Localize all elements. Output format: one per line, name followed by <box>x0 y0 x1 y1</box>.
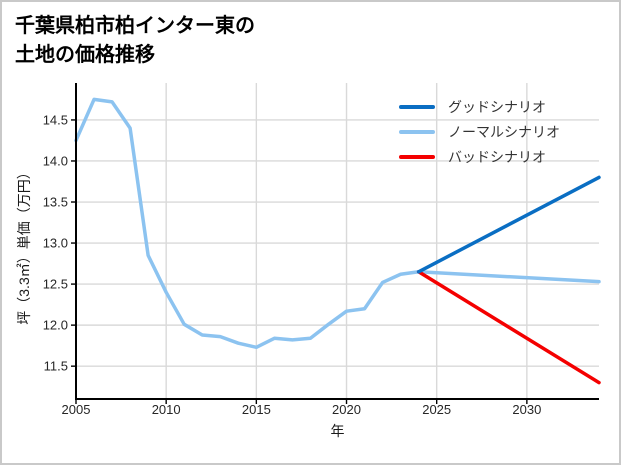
legend-item-bad-scenario: バッドシナリオ <box>399 144 560 169</box>
chart-title-line1: 千葉県柏市柏インター東の <box>15 15 255 37</box>
chart-title: 千葉県柏市柏インター東の 土地の価格推移 <box>15 12 255 70</box>
good-scenario-line <box>416 175 601 274</box>
x-tick-label: 2010 <box>152 402 181 417</box>
y-tick-label: 14.0 <box>43 153 68 168</box>
y-axis-label: 坪（3.3㎡）単価（万円） <box>16 165 32 325</box>
x-tick-label: 2015 <box>242 402 271 417</box>
bad-scenario-line-swatch <box>399 154 435 159</box>
x-tick-label: 2020 <box>332 402 361 417</box>
x-tick-label: 2030 <box>512 402 541 417</box>
legend-item-good-scenario: グッドシナリオ <box>399 94 560 119</box>
normal-scenario-line-swatch <box>399 129 435 134</box>
chart-title-line2: 土地の価格推移 <box>15 44 155 66</box>
good-scenario-line-swatch <box>399 104 435 109</box>
y-tick-label: 14.5 <box>43 112 68 127</box>
x-tick-label: 2025 <box>422 402 451 417</box>
y-tick-label: 13.5 <box>43 195 68 210</box>
history-price-line <box>74 97 421 350</box>
x-tick-label: 2005 <box>62 402 91 417</box>
y-tick-label: 13.0 <box>43 236 68 251</box>
legend: グッドシナリオ ノーマルシナリオ バッドシナリオ <box>399 94 560 169</box>
y-tick-label: 12.5 <box>43 277 68 292</box>
good-scenario-label: グッドシナリオ <box>448 98 546 115</box>
y-tick-label: 12.0 <box>43 318 68 333</box>
normal-scenario-line <box>416 270 601 284</box>
bad-scenario-label: バッドシナリオ <box>448 148 546 165</box>
y-tick-label: 11.5 <box>44 359 68 374</box>
x-axis-label: 年 <box>331 423 345 439</box>
legend-item-normal-scenario: ノーマルシナリオ <box>399 119 560 144</box>
normal-scenario-label: ノーマルシナリオ <box>448 123 560 140</box>
bad-scenario-line <box>416 270 601 385</box>
